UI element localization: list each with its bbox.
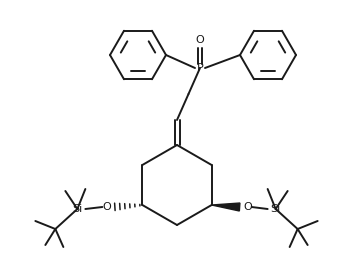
Text: O: O (102, 202, 111, 212)
Text: Si: Si (72, 204, 82, 214)
Text: O: O (243, 202, 252, 212)
Polygon shape (212, 203, 240, 211)
Text: Si: Si (270, 204, 281, 214)
Text: P: P (196, 63, 204, 73)
Text: O: O (196, 35, 204, 45)
